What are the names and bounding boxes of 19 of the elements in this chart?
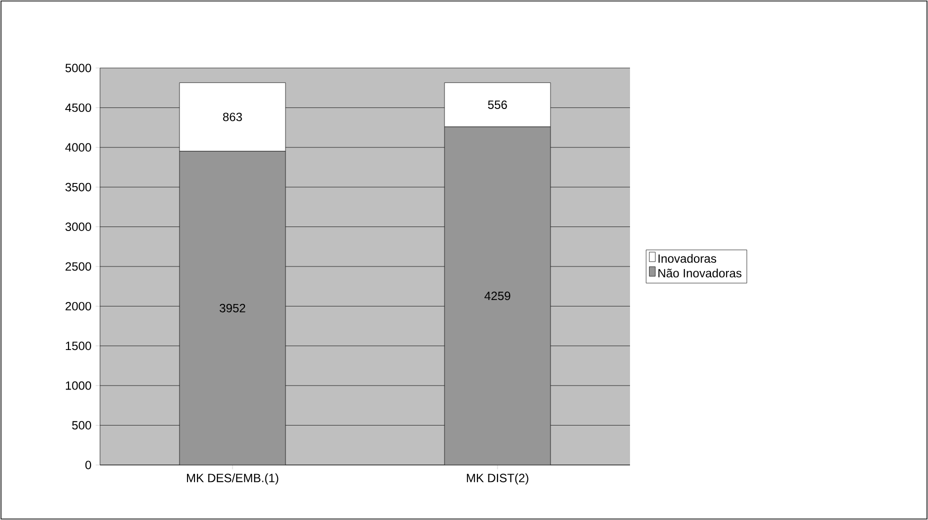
y-tick-label: 5000 (65, 64, 92, 72)
y-tick-label: 4000 (65, 143, 92, 152)
y-tick-label: 0 (85, 460, 92, 470)
y-tick-label: 3500 (65, 182, 92, 192)
data-label: 4259 (484, 292, 510, 300)
data-label: 556 (488, 100, 507, 109)
y-tick-label: 2000 (66, 302, 92, 310)
x-tick-label: MK DES/EMB.(1) (186, 473, 278, 485)
y-tick-label: 2500 (66, 262, 92, 271)
y-tick-label: 4500 (65, 103, 92, 112)
y-tick-label: 1500 (66, 342, 92, 350)
y-tick-label: 500 (72, 421, 92, 430)
y-tick-label: 3000 (65, 222, 92, 232)
legend-label: Inovadoras (658, 254, 716, 263)
data-label: 863 (223, 112, 242, 122)
y-tick-label: 1000 (66, 381, 92, 390)
legend-label: Não Inovadoras (658, 268, 742, 278)
data-label: 3952 (220, 304, 246, 312)
x-tick-label: MK DIST(2) (466, 473, 528, 485)
